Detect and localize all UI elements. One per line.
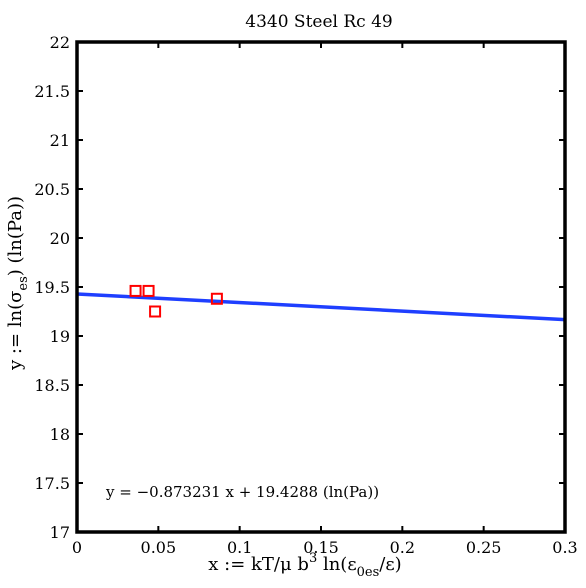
x-label-mid: ln(ε [317, 554, 356, 575]
chart-title: 4340 Steel Rc 49 [245, 12, 392, 32]
y-tick-label: 20.5 [34, 180, 70, 199]
x-tick-label: 0.05 [141, 538, 177, 557]
y-label-main: y := ln(σ [5, 291, 26, 371]
x-tick-label: 0.2 [390, 538, 415, 557]
y-tick-label: 19 [50, 327, 70, 346]
x-label-end: /ε) [379, 554, 401, 575]
y-tick-label: 17 [50, 523, 70, 542]
x-label-main: x := kT/μ b [208, 554, 309, 575]
data-points [129, 284, 223, 318]
data-point [149, 305, 162, 318]
y-tick-label: 22 [50, 33, 70, 52]
x-label-sup: 3 [309, 551, 317, 566]
x-tick-label: 0 [72, 538, 82, 557]
x-tick-label: 0.3 [552, 538, 577, 557]
y-tick-label: 21.5 [34, 82, 70, 101]
y-axis-label: y := ln(σes) (ln(Pa)) [5, 196, 31, 371]
y-label-sub: es [16, 276, 31, 290]
data-point [142, 284, 155, 297]
fit-equation: y = −0.873231 x + 19.4288 (ln(Pa)) [105, 483, 379, 501]
tick-labels: 0 0.05 0.1 0.15 0.2 0.25 0.3 17 17.5 18 18.5 19 19.5… [34, 33, 577, 557]
data-point [210, 292, 223, 305]
fit-line [76, 292, 566, 322]
y-tick-label: 17.5 [34, 474, 70, 493]
y-tick-label: 21 [50, 131, 70, 150]
x-tick-label: 0.25 [466, 538, 502, 557]
x-axis-label: x := kT/μ b3 ln(ε0es/ε) [208, 551, 401, 580]
x-tick-label: 0.15 [303, 538, 339, 557]
x-tick-label: 0.1 [227, 538, 252, 557]
y-tick-label: 19.5 [34, 278, 70, 297]
y-tick-label: 18 [50, 425, 70, 444]
data-point [129, 284, 142, 297]
plot-frame [75, 40, 567, 534]
y-tick-label: 20 [50, 229, 70, 248]
tick-marks [76, 41, 566, 533]
y-label-end: ) (ln(Pa)) [5, 196, 26, 276]
x-label-sub: 0es [357, 565, 380, 580]
y-tick-label: 18.5 [34, 376, 70, 395]
